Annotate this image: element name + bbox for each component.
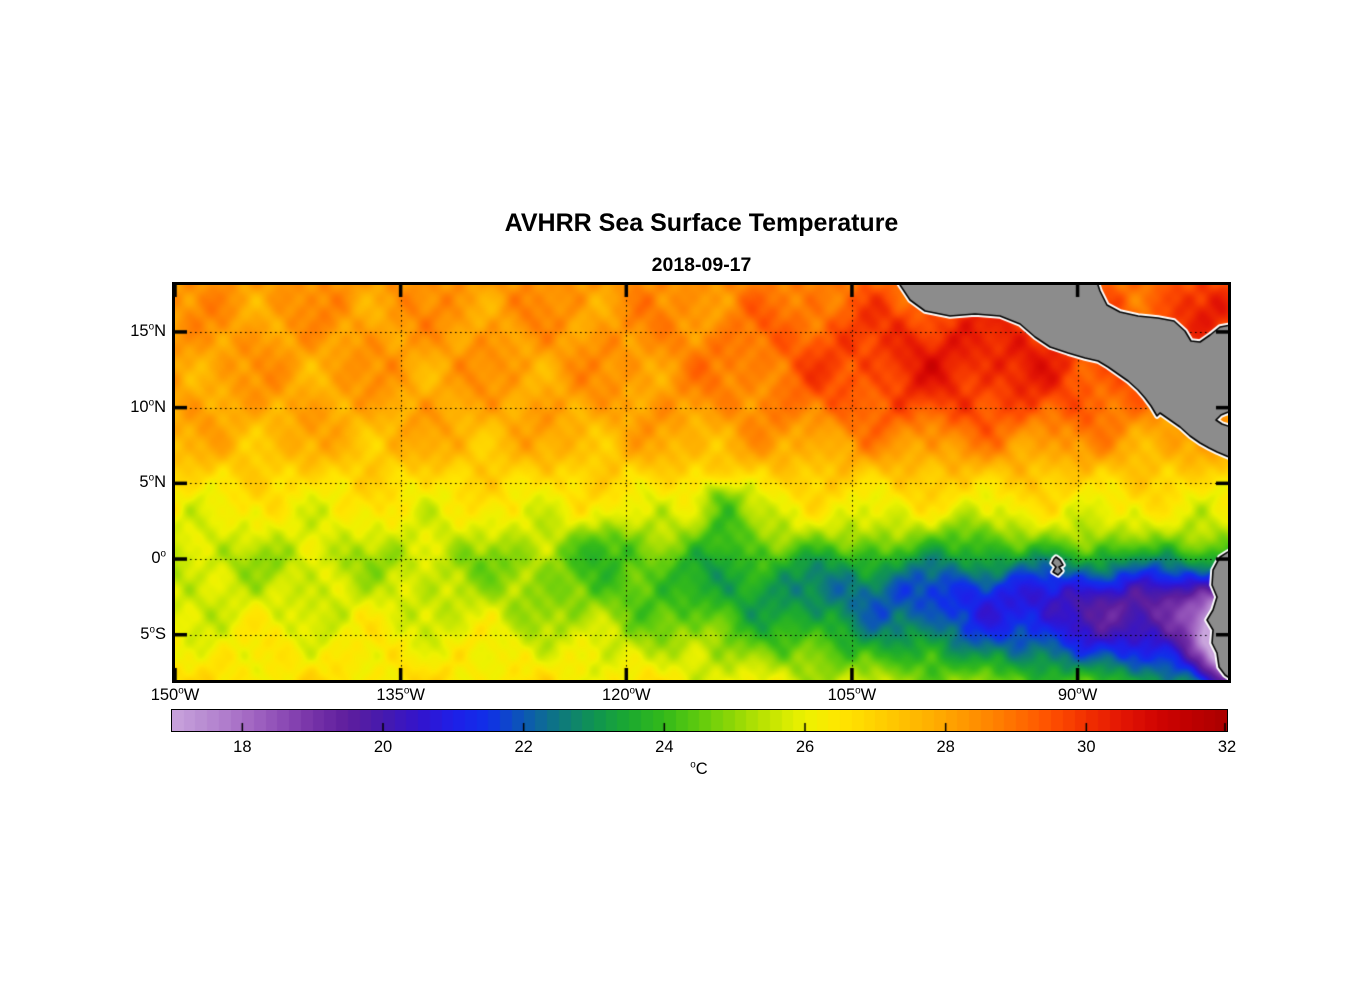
colorbar-tick-label: 26 [795,738,815,756]
lon-tick-label: 105oW [827,685,877,704]
colorbar-unit-label: oC [690,760,707,779]
colorbar-tick-label: 24 [655,738,674,756]
colorbar-tick-label: 30 [1077,738,1096,756]
colorbar-tick-label: 32 [1217,738,1237,756]
colorbar-tick-label: 22 [514,738,533,756]
unit-letter: C [695,760,708,778]
sst-heatmap-canvas [175,285,1228,680]
degree-symbol: o [690,759,696,771]
lon-tick-label: 120oW [601,685,651,704]
colorbar-tick-label: 28 [936,738,955,756]
lon-tick-label: 90oW [1057,685,1098,704]
lon-tick-label: 150oW [150,685,200,704]
figure-date-subtitle: 2018-09-17 [651,254,752,276]
colorbar-tick-label: 20 [373,738,393,756]
lon-tick-label: 135oW [376,685,425,704]
colorbar-border [171,709,1228,732]
lat-tick-label: 5oS [140,624,166,643]
lat-tick-label: 0o [151,548,166,568]
figure-title: AVHRR Sea Surface Temperature [504,209,899,237]
lat-tick-label: 10oN [130,397,166,416]
colorbar-tick-label: 18 [233,738,252,756]
lat-tick-label: 15oN [130,321,166,341]
lat-tick-label: 5oN [139,472,166,492]
colorbar-canvas [172,710,1227,731]
